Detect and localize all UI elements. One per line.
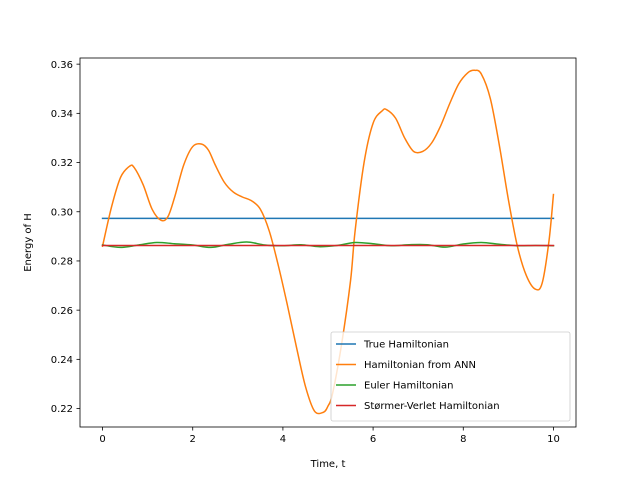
legend: True Hamiltonian Hamiltonian from ANN Eule… (330, 331, 571, 422)
legend-label: Euler Hamiltonian (364, 381, 453, 392)
legend-box (330, 331, 571, 422)
legend-label: True Hamiltonian (363, 340, 449, 351)
plot-frame (79, 57, 577, 428)
y-tick-label: 0.34 (51, 109, 73, 120)
x-axis: 0 2 4 6 8 10 (99, 427, 560, 445)
series-line-3 (101, 241, 555, 249)
x-tick-label: 10 (547, 434, 560, 445)
legend-label: Størmer-Verlet Hamiltonian (364, 401, 500, 412)
series-lines (101, 69, 555, 415)
y-tick-label: 0.22 (51, 404, 73, 415)
y-axis: 0.22 0.24 0.26 0.28 0.30 0.32 0.34 0.36 (51, 60, 80, 415)
x-tick-label: 6 (370, 434, 376, 445)
y-tick-label: 0.32 (51, 158, 73, 169)
y-tick-label: 0.30 (51, 207, 73, 218)
x-tick-label: 2 (190, 434, 196, 445)
y-axis-label: Energy of H (23, 213, 34, 272)
series-line-2 (101, 69, 555, 415)
y-tick-label: 0.28 (51, 257, 73, 268)
y-tick-label: 0.36 (51, 60, 73, 71)
x-tick-label: 0 (99, 434, 105, 445)
x-tick-label: 8 (460, 434, 466, 445)
y-tick-label: 0.24 (51, 355, 73, 366)
x-axis-label: Time, t (310, 459, 346, 470)
legend-label: Hamiltonian from ANN (364, 360, 476, 371)
y-tick-label: 0.26 (51, 306, 73, 317)
x-tick-label: 4 (280, 434, 286, 445)
